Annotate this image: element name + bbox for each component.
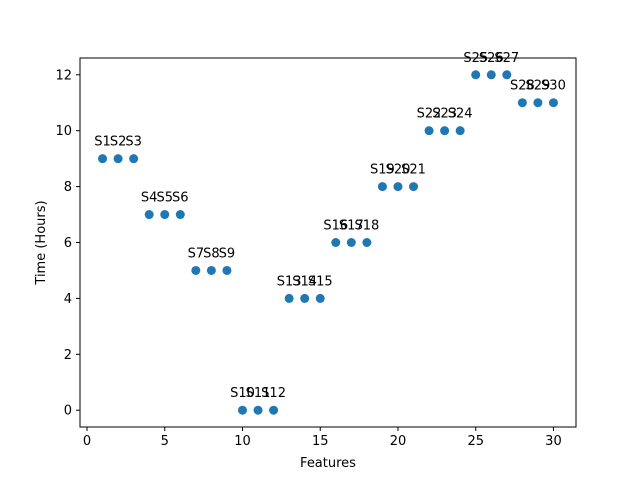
data-point bbox=[517, 98, 527, 108]
data-point bbox=[533, 98, 543, 108]
point-label: S4 bbox=[141, 191, 158, 206]
y-axis: 0 2 4 6 8 10 12 bbox=[55, 68, 80, 419]
point-label: S19 bbox=[370, 163, 395, 178]
x-tick-label: 15 bbox=[312, 434, 329, 449]
data-point bbox=[206, 265, 216, 275]
data-point bbox=[440, 126, 450, 136]
data-point bbox=[237, 405, 247, 415]
point-label: S13 bbox=[277, 274, 302, 289]
data-point bbox=[362, 238, 372, 247]
data-point bbox=[98, 154, 108, 164]
point-label: S24 bbox=[448, 107, 473, 122]
data-point bbox=[486, 70, 496, 80]
data-point bbox=[315, 293, 325, 303]
data-point bbox=[346, 238, 356, 247]
point-label: S5 bbox=[156, 191, 173, 206]
point-label: S7 bbox=[188, 246, 205, 261]
x-axis: 0 5 10 15 20 25 30 bbox=[83, 427, 562, 449]
x-tick-label: 10 bbox=[234, 434, 251, 449]
point-label: S30 bbox=[541, 79, 566, 94]
point-label: S28 bbox=[510, 79, 535, 94]
x-tick-label: 20 bbox=[390, 434, 407, 449]
y-tick-label: 6 bbox=[64, 236, 72, 251]
point-label: S23 bbox=[432, 107, 457, 122]
point-label: S10 bbox=[230, 386, 255, 401]
data-point bbox=[222, 265, 232, 275]
point-label: S29 bbox=[526, 79, 551, 94]
point-label: S16 bbox=[323, 219, 348, 234]
x-tick-label: 25 bbox=[467, 434, 484, 449]
data-point bbox=[253, 405, 263, 415]
point-label: S2 bbox=[110, 135, 127, 150]
point-label: S15 bbox=[308, 274, 333, 289]
x-tick-label: 0 bbox=[83, 434, 91, 449]
data-point bbox=[331, 238, 341, 247]
x-tick-label: 5 bbox=[161, 434, 169, 449]
y-tick-label: 4 bbox=[64, 292, 72, 307]
y-tick-label: 10 bbox=[55, 124, 72, 139]
point-label: S21 bbox=[401, 163, 426, 178]
x-tick-label: 30 bbox=[545, 434, 562, 449]
data-point bbox=[502, 70, 512, 80]
y-axis-title: Time (Hours) bbox=[34, 200, 49, 285]
point-label: S6 bbox=[172, 191, 189, 206]
data-point bbox=[175, 210, 185, 220]
data-point bbox=[424, 126, 434, 136]
data-point bbox=[471, 70, 481, 80]
data-point bbox=[284, 293, 294, 303]
point-label: S17 bbox=[339, 219, 364, 234]
point-label: S9 bbox=[219, 246, 236, 261]
data-point bbox=[191, 265, 201, 275]
point-label: S20 bbox=[386, 163, 411, 178]
data-point bbox=[269, 405, 279, 415]
y-tick-label: 2 bbox=[64, 348, 72, 363]
data-point bbox=[160, 210, 170, 220]
point-label: S14 bbox=[292, 274, 317, 289]
data-point bbox=[144, 210, 154, 220]
point-label: S8 bbox=[203, 246, 220, 261]
point-label: S12 bbox=[261, 386, 286, 401]
data-point bbox=[129, 154, 139, 164]
data-point bbox=[113, 154, 123, 164]
point-label: S18 bbox=[354, 219, 379, 234]
data-point bbox=[455, 126, 465, 136]
data-point bbox=[548, 98, 558, 108]
data-point bbox=[409, 182, 419, 192]
x-axis-title: Features bbox=[300, 456, 356, 471]
y-tick-label: 0 bbox=[64, 404, 72, 419]
point-label: S1 bbox=[94, 135, 111, 150]
data-point bbox=[377, 182, 387, 192]
data-point bbox=[300, 293, 310, 303]
point-label: S3 bbox=[125, 135, 142, 150]
y-tick-label: 12 bbox=[55, 68, 72, 83]
data-point bbox=[393, 182, 403, 192]
point-label: S22 bbox=[417, 107, 442, 122]
point-label: S11 bbox=[246, 386, 271, 401]
axes-frame bbox=[79, 57, 577, 428]
y-tick-label: 8 bbox=[64, 180, 72, 195]
